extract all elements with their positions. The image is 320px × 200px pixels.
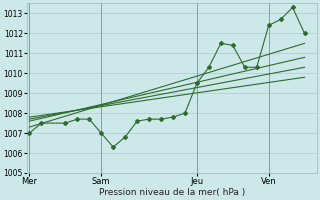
X-axis label: Pression niveau de la mer( hPa ): Pression niveau de la mer( hPa ) (99, 188, 245, 197)
